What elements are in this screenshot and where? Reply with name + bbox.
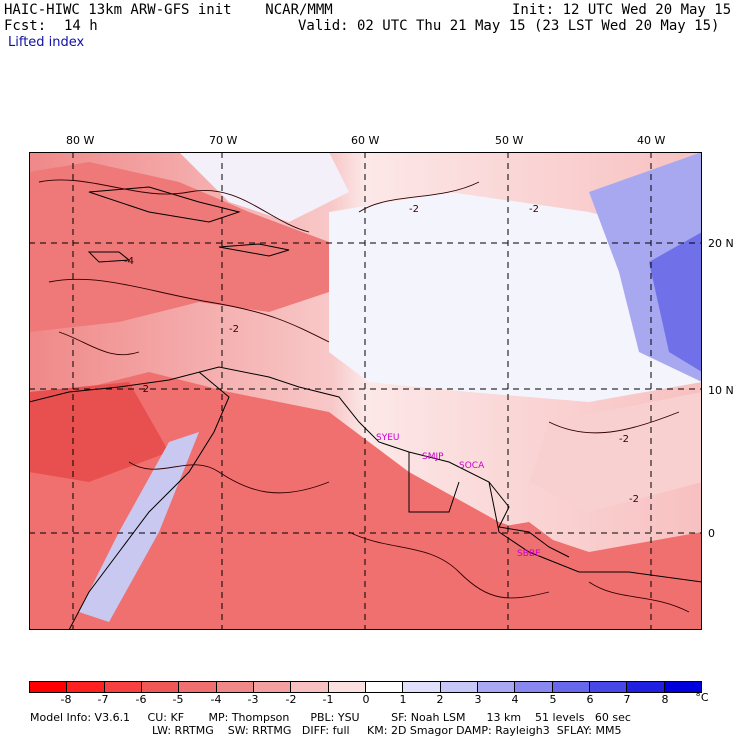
coastlines xyxy=(29,186,702,630)
colorbar-segment xyxy=(663,682,701,692)
map-frame xyxy=(29,152,702,630)
colorbar-segment xyxy=(66,682,104,692)
amazon-mouth-patch xyxy=(469,522,569,582)
lon-label-50w: 50 W xyxy=(495,134,524,147)
svg-text:-2: -2 xyxy=(229,324,239,335)
svg-text:-4: -4 xyxy=(124,256,134,267)
tick-label: -1 xyxy=(322,693,334,706)
forecast-label: Fcst: xyxy=(4,18,47,34)
tick-label: 4 xyxy=(511,693,519,706)
graticule xyxy=(29,152,702,630)
station-sbbe: SBBE xyxy=(517,549,541,559)
colorbar-segment xyxy=(439,682,477,692)
valid-time: Valid: 02 UTC Thu 21 May 15 (23 LST Wed … xyxy=(298,18,720,34)
svg-text:-2: -2 xyxy=(529,204,539,215)
northeast-strong-stable-region xyxy=(649,232,702,372)
forecast-hours: 14 h xyxy=(64,18,98,34)
tick-label: -2 xyxy=(285,693,297,706)
colorbar-segment xyxy=(215,682,253,692)
lat-label-0: 0 xyxy=(708,527,715,540)
lon-label-70w: 70 W xyxy=(209,134,238,147)
colorbar-segment xyxy=(588,682,627,692)
field-blobs xyxy=(29,152,702,630)
lon-label-40w: 40 W xyxy=(637,134,666,147)
colorbar xyxy=(29,681,702,693)
caribbean-unstable-region xyxy=(29,162,329,332)
colorbar-segment xyxy=(551,682,589,692)
tick-label: 3 xyxy=(474,693,482,706)
colorbar-segment xyxy=(290,682,328,692)
svg-text:-2: -2 xyxy=(619,434,629,445)
station-labels: SYEU SMJP SOCA SBBE xyxy=(376,433,541,559)
colorbar-segment xyxy=(140,682,179,692)
east-neutral-band xyxy=(529,392,702,512)
svg-text:-2: -2 xyxy=(629,494,639,505)
lon-label-60w: 60 W xyxy=(351,134,380,147)
tick-label: 8 xyxy=(661,693,669,706)
tick-label: -3 xyxy=(247,693,259,706)
svg-text:-2: -2 xyxy=(139,384,149,395)
colorbar-segment xyxy=(626,682,664,692)
colorbar-segment xyxy=(476,682,515,692)
model-info-line1: Model Info: V3.6.1 CU: KF MP: Thompson P… xyxy=(30,711,631,724)
tick-label: -6 xyxy=(135,693,147,706)
model-info-line2: LW: RRTMG SW: RRTMG DIFF: full KM: 2D Sm… xyxy=(152,724,622,737)
colorbar-segment xyxy=(178,682,216,692)
tick-label: 5 xyxy=(549,693,557,706)
tick-label: -7 xyxy=(97,693,109,706)
tick-label: -5 xyxy=(172,693,184,706)
lon-label-80w: 80 W xyxy=(66,134,95,147)
northwest-stable-patch xyxy=(179,152,349,222)
svg-text:-2: -2 xyxy=(409,204,419,215)
colorbar-unit: °C xyxy=(695,691,709,704)
lat-label-10n: 10 N xyxy=(708,384,734,397)
colorbar-segment xyxy=(103,682,141,692)
contours xyxy=(38,179,690,613)
colorbar-segment xyxy=(402,682,440,692)
colorbar-segment xyxy=(327,682,365,692)
colorbar-segment xyxy=(514,682,552,692)
station-smjp: SMJP xyxy=(422,452,444,462)
west-unstable-core xyxy=(29,382,169,482)
tick-label: 2 xyxy=(436,693,444,706)
model-title: HAIC-HIWC 13km ARW-GFS init NCAR/MMM xyxy=(4,2,333,18)
tick-label: 7 xyxy=(623,693,631,706)
tick-label: -8 xyxy=(60,693,72,706)
tick-label: -4 xyxy=(210,693,222,706)
init-time: Init: 12 UTC Wed 20 May 15 xyxy=(512,2,732,18)
contour-labels: -2 -2 -2 -2 -2 -2 -4 xyxy=(124,204,639,505)
lifted-index-map: -2 -2 -2 -2 -2 -2 -4 SYEU SMJP SOCA SBBE xyxy=(29,152,702,630)
colorbar-segment xyxy=(30,682,67,692)
andes-stable-strip xyxy=(79,432,199,622)
lat-label-20n: 20 N xyxy=(708,237,734,250)
station-soca: SOCA xyxy=(459,461,485,471)
colorbar-segment xyxy=(252,682,291,692)
tick-label: 0 xyxy=(362,693,370,706)
colorbar-segment xyxy=(364,682,403,692)
field-name: Lifted index xyxy=(8,35,85,50)
station-syeu: SYEU xyxy=(376,433,399,443)
tick-label: 1 xyxy=(399,693,407,706)
tick-label: 6 xyxy=(586,693,594,706)
